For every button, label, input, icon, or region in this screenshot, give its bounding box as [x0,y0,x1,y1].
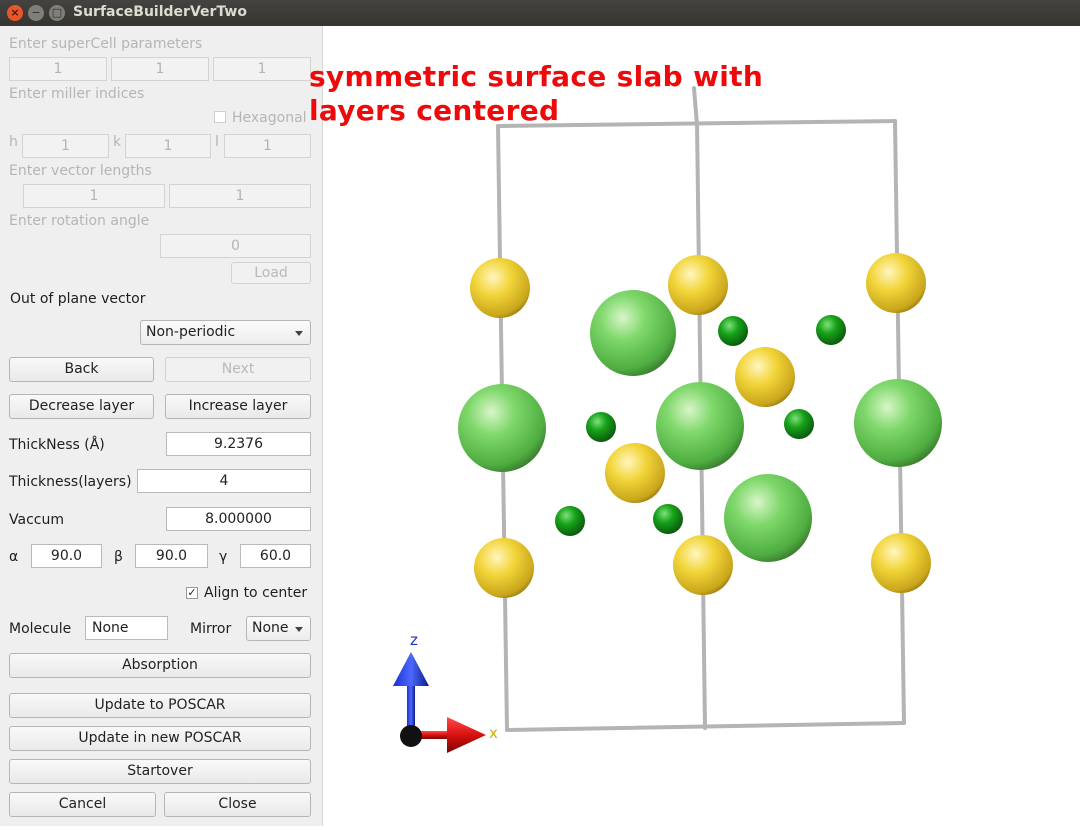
atom-small-green [718,316,748,346]
x-axis-arrow-icon [447,717,486,753]
window-maximize-button[interactable]: □ [49,5,65,21]
hexagonal-label: Hexagonal [232,110,307,126]
beta-label: β [114,549,123,565]
atom-small-green [816,315,846,345]
x-axis-shaft [413,731,451,739]
gamma-label: γ [219,549,228,565]
alpha-label: α [9,549,19,565]
atom-large-green [590,290,676,376]
supercell-b-input[interactable]: 1 [111,57,209,81]
atom-yellow [735,347,795,407]
window-titlebar: × − □ SurfaceBuilderVerTwo [0,0,1080,26]
cancel-button[interactable]: Cancel [9,792,156,817]
molecule-label: Molecule [9,621,72,637]
atom-small-green [653,504,683,534]
chevron-down-icon [295,331,303,336]
thickness-layers-label: Thickness(layers) [9,474,132,490]
miller-label: Enter miller indices [9,86,145,102]
atom-large-green [854,379,942,467]
hexagonal-checkbox[interactable] [214,111,226,123]
k-label: k [113,134,122,150]
atom-yellow [605,443,665,503]
supercell-label: Enter superCell parameters [9,36,203,52]
z-axis-shaft [407,684,415,734]
window-close-button[interactable]: × [7,5,23,21]
mirror-select[interactable]: None [246,616,311,641]
structure-viewport[interactable]: z x [323,26,1080,826]
atom-yellow [866,253,926,313]
axis-origin-icon [400,725,422,747]
atom-large-green [724,474,812,562]
z-axis-label: z [410,631,418,649]
out-of-plane-label: Out of plane vector [10,291,146,307]
z-axis-arrow-icon [393,652,429,686]
atom-yellow [871,533,931,593]
rotation-input[interactable]: 0 [160,234,311,258]
atom-small-green [784,409,814,439]
rotation-label: Enter rotation angle [9,213,150,229]
startover-button[interactable]: Startover [9,759,311,784]
out-of-plane-value: Non-periodic [146,324,236,340]
x-axis-label: x [489,724,498,742]
beta-input[interactable]: 90.0 [135,544,208,568]
atoms [458,253,942,598]
structure-canvas[interactable]: z x [323,26,1080,826]
gamma-input[interactable]: 60.0 [240,544,311,568]
control-panel [0,26,323,826]
close-button[interactable]: Close [164,792,311,817]
annotation-text: symmetric surface slab with layers cente… [309,60,764,127]
axis-indicator: z x [393,631,498,753]
load-button[interactable]: Load [231,262,311,284]
atom-large-green [656,382,744,470]
decrease-layer-button[interactable]: Decrease layer [9,394,154,419]
align-center-label: Align to center [204,585,308,601]
atom-large-green [458,384,546,472]
update-new-poscar-button[interactable]: Update in new POSCAR [9,726,311,751]
window-title: SurfaceBuilderVerTwo [73,4,247,20]
mirror-label: Mirror [190,621,232,637]
align-center-checkbox[interactable]: ✓ [186,586,198,599]
miller-h-input[interactable]: 1 [22,134,109,158]
vacuum-label: Vaccum [9,512,64,528]
alpha-input[interactable]: 90.0 [31,544,102,568]
h-label: h [9,134,18,150]
update-poscar-button[interactable]: Update to POSCAR [9,693,311,718]
thickness-angstrom-label: ThickNess (Å) [9,437,105,453]
mirror-value: None [252,620,289,636]
molecule-input[interactable]: None [85,616,168,640]
atom-yellow [470,258,530,318]
atom-small-green [586,412,616,442]
out-of-plane-select[interactable]: Non-periodic [140,320,311,345]
atom-small-green [555,506,585,536]
vector-label: Enter vector lengths [9,163,152,179]
atom-yellow [668,255,728,315]
absorption-button[interactable]: Absorption [9,653,311,678]
window-minimize-button[interactable]: − [28,5,44,21]
vector-a-input[interactable]: 1 [23,184,165,208]
atom-yellow [474,538,534,598]
increase-layer-button[interactable]: Increase layer [165,394,311,419]
supercell-c-input[interactable]: 1 [213,57,311,81]
miller-k-input[interactable]: 1 [125,134,211,158]
vector-b-input[interactable]: 1 [169,184,311,208]
thickness-layers-input[interactable]: 4 [137,469,311,493]
atom-yellow [673,535,733,595]
l-label: l [215,134,219,150]
back-button[interactable]: Back [9,357,154,382]
next-button[interactable]: Next [165,357,311,382]
vacuum-input[interactable]: 8.000000 [166,507,311,531]
chevron-down-icon [295,627,303,632]
thickness-angstrom-input[interactable]: 9.2376 [166,432,311,456]
supercell-a-input[interactable]: 1 [9,57,107,81]
miller-l-input[interactable]: 1 [224,134,311,158]
